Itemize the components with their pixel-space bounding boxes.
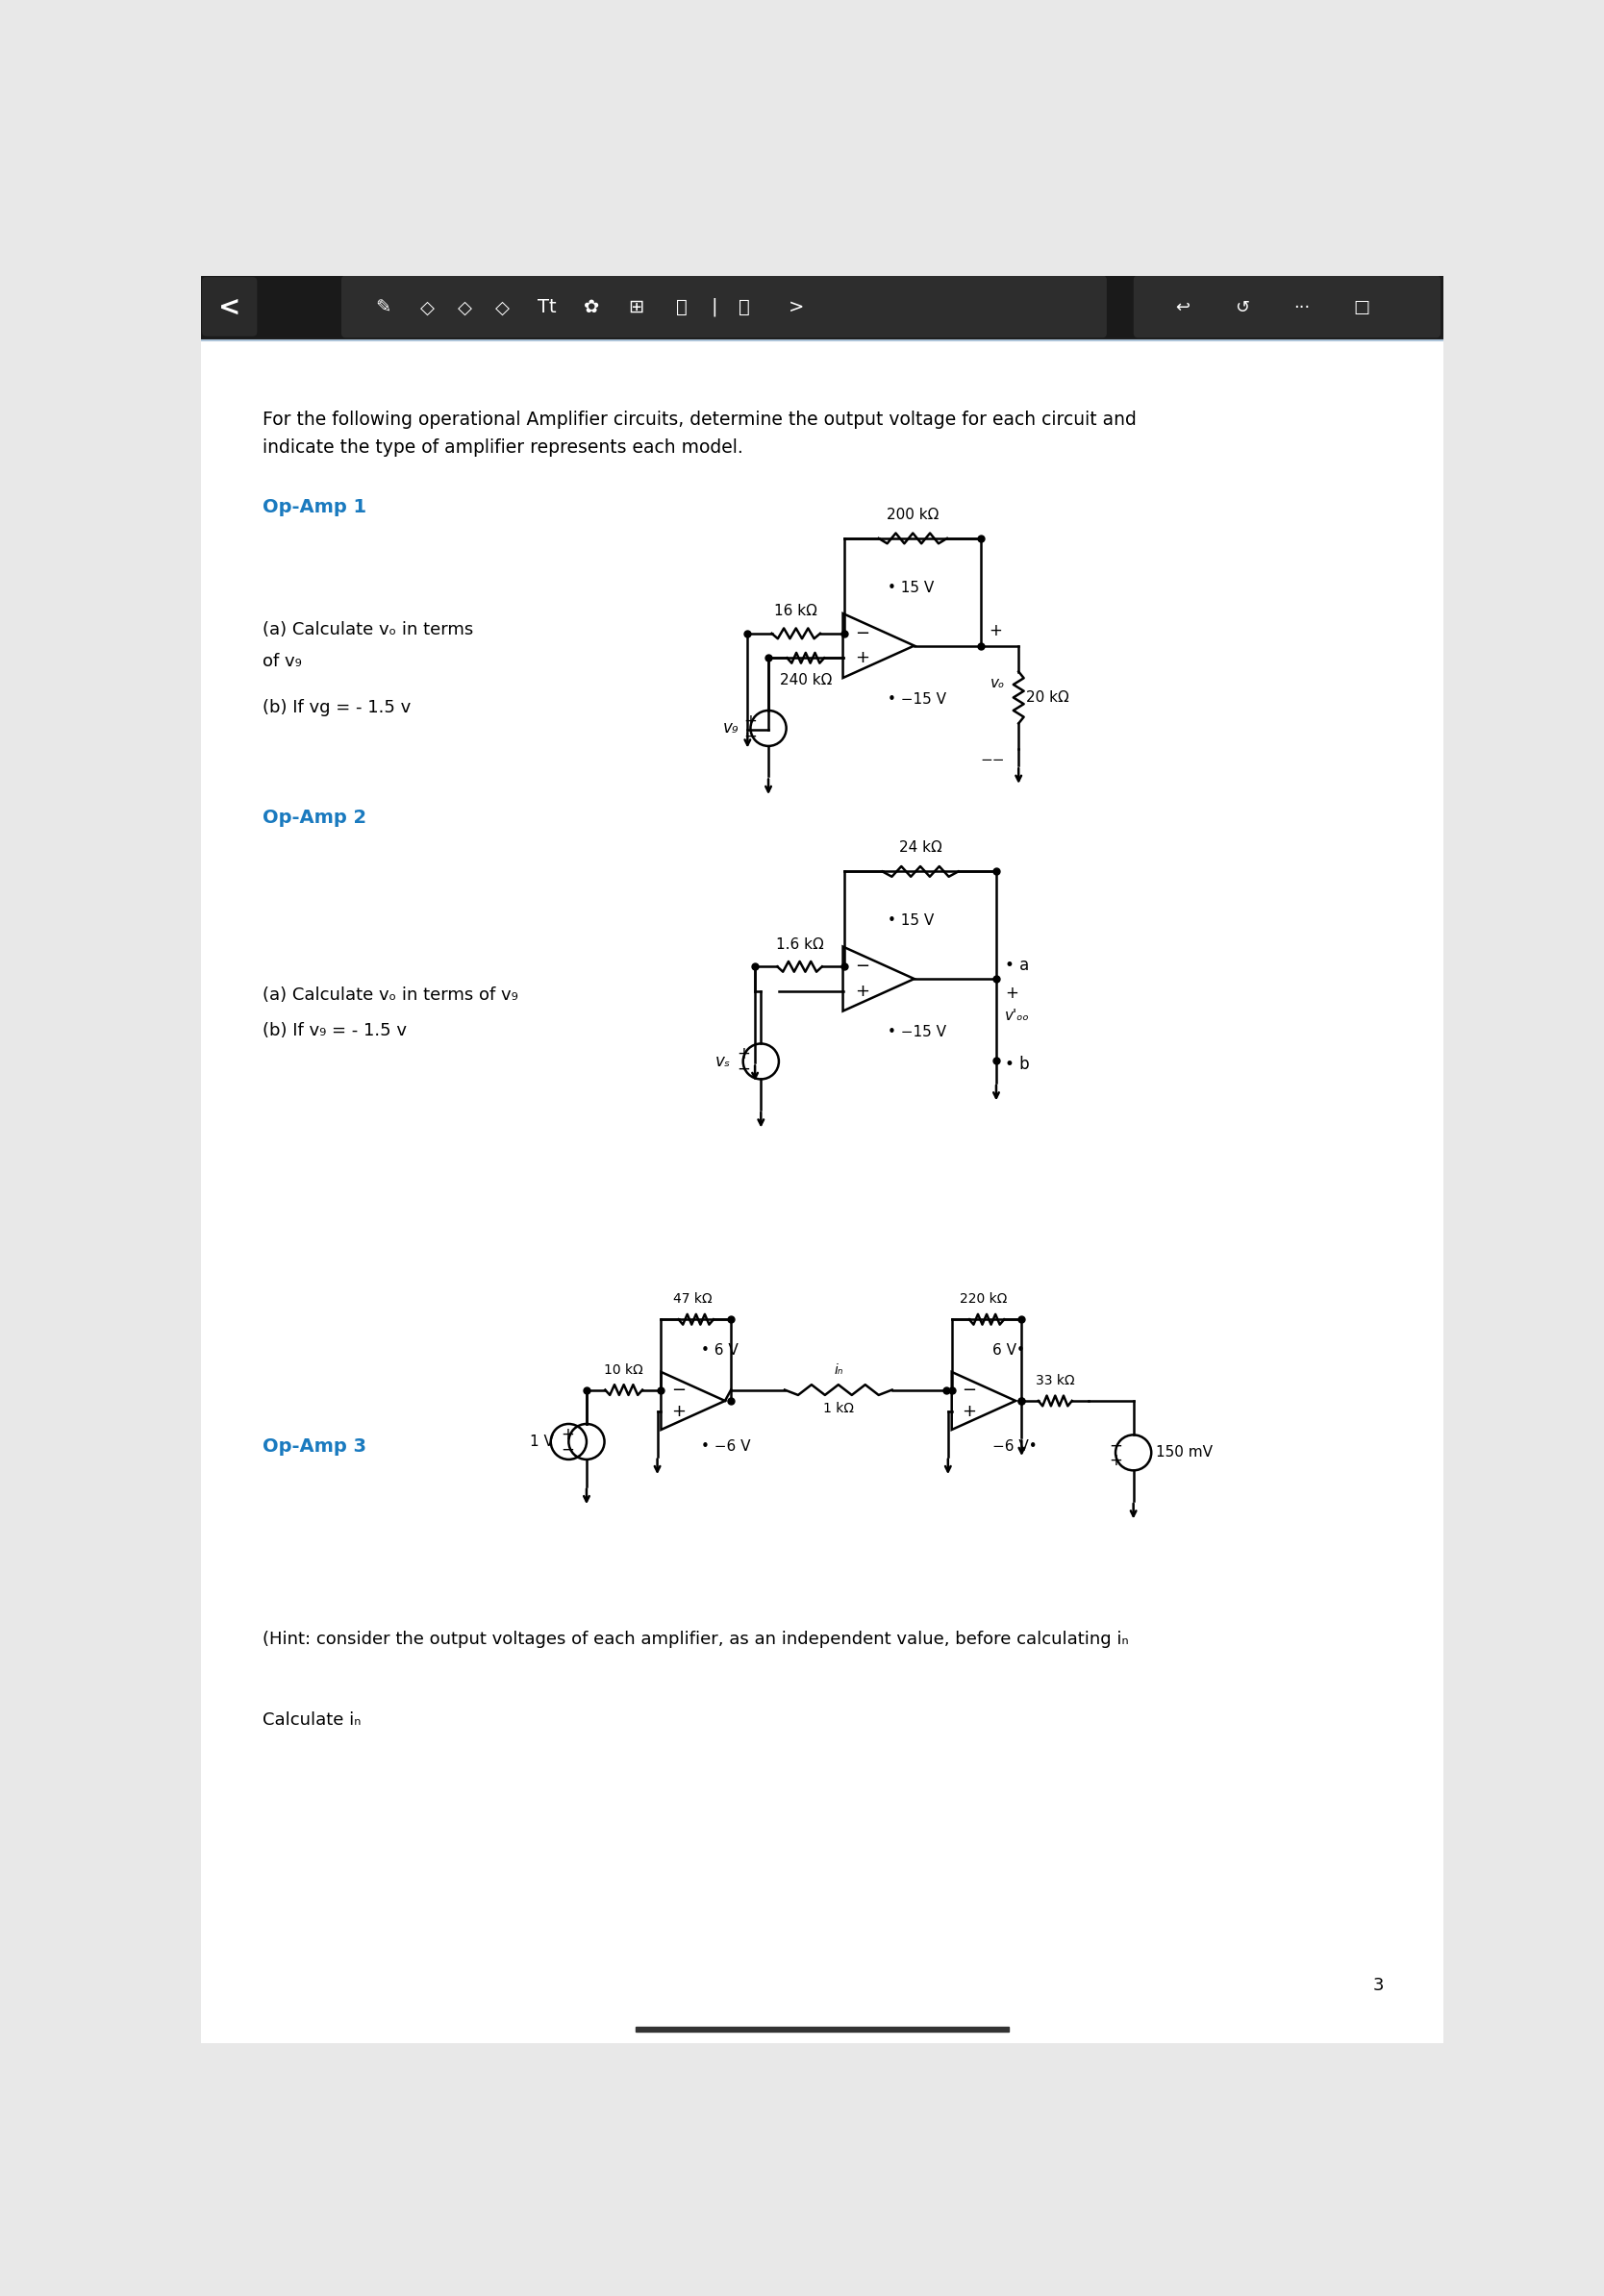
- Text: 20 kΩ: 20 kΩ: [1027, 691, 1068, 705]
- Text: For the following operational Amplifier circuits, determine the output voltage f: For the following operational Amplifier …: [263, 411, 1136, 429]
- Text: Op-Amp 1: Op-Amp 1: [263, 498, 366, 517]
- Text: indicate the type of amplifier represents each model.: indicate the type of amplifier represent…: [263, 439, 743, 457]
- FancyBboxPatch shape: [1134, 276, 1440, 338]
- Text: ↩: ↩: [1176, 298, 1190, 317]
- Text: +: +: [1108, 1451, 1123, 1469]
- Text: Calculate iₙ: Calculate iₙ: [263, 1713, 361, 1729]
- FancyBboxPatch shape: [342, 276, 1107, 338]
- Text: • 15 V: • 15 V: [887, 581, 934, 595]
- Text: Tt: Tt: [537, 298, 557, 317]
- Text: 16 kΩ: 16 kΩ: [775, 604, 818, 618]
- Text: Op-Amp 3: Op-Amp 3: [263, 1437, 366, 1456]
- Text: ◇: ◇: [457, 298, 472, 317]
- Text: • −15 V: • −15 V: [887, 1024, 946, 1040]
- Text: • b: • b: [1006, 1056, 1030, 1072]
- Text: +: +: [988, 622, 1002, 641]
- Text: 10 kΩ: 10 kΩ: [605, 1364, 643, 1378]
- Text: |: |: [712, 298, 719, 317]
- Text: 3: 3: [1373, 1977, 1384, 1995]
- Text: • a: • a: [1006, 957, 1030, 974]
- Text: (a) Calculate vₒ in terms: (a) Calculate vₒ in terms: [263, 622, 473, 638]
- Text: −: −: [855, 957, 869, 976]
- Text: +: +: [1006, 985, 1019, 1003]
- Text: −: −: [736, 1061, 749, 1077]
- Text: • −15 V: • −15 V: [887, 691, 946, 707]
- Text: +: +: [736, 1045, 749, 1063]
- Text: ✎: ✎: [375, 298, 391, 317]
- FancyBboxPatch shape: [202, 278, 257, 335]
- Text: 1.6 kΩ: 1.6 kΩ: [776, 937, 823, 953]
- Text: −: −: [1108, 1437, 1123, 1453]
- Text: −: −: [560, 1440, 574, 1458]
- Text: v₉: v₉: [723, 719, 738, 737]
- Text: 47 kΩ: 47 kΩ: [674, 1293, 712, 1306]
- Text: ✿: ✿: [584, 298, 600, 317]
- Text: 🎤: 🎤: [675, 298, 687, 317]
- Text: 220 kΩ: 220 kΩ: [959, 1293, 1007, 1306]
- Text: 1 kΩ: 1 kΩ: [823, 1401, 853, 1414]
- Text: ◇: ◇: [420, 298, 435, 317]
- Text: (b) If v₉ = - 1.5 v: (b) If v₉ = - 1.5 v: [263, 1022, 406, 1040]
- Text: −: −: [670, 1382, 687, 1398]
- Text: +: +: [744, 712, 757, 730]
- Text: v'ₒₒ: v'ₒₒ: [1006, 1008, 1030, 1024]
- Text: (Hint: consider the output voltages of each amplifier, as an independent value, : (Hint: consider the output voltages of e…: [263, 1630, 1129, 1649]
- Text: <: <: [218, 294, 241, 321]
- Text: −−: −−: [980, 753, 1004, 767]
- Text: +: +: [560, 1426, 574, 1442]
- Text: 1 V: 1 V: [529, 1435, 553, 1449]
- Text: +: +: [855, 983, 869, 999]
- Text: +: +: [962, 1403, 977, 1421]
- Text: vₒ: vₒ: [991, 675, 1006, 689]
- Text: −: −: [855, 625, 869, 643]
- Text: −: −: [962, 1382, 977, 1398]
- Text: (a) Calculate vₒ in terms of v₉: (a) Calculate vₒ in terms of v₉: [263, 987, 518, 1003]
- Text: 24 kΩ: 24 kΩ: [898, 840, 942, 854]
- Text: +: +: [672, 1403, 687, 1421]
- Text: 6 V•: 6 V•: [991, 1343, 1025, 1357]
- Text: • −6 V: • −6 V: [701, 1440, 751, 1453]
- Text: • 15 V: • 15 V: [887, 914, 934, 928]
- Text: of v₉: of v₉: [263, 652, 302, 670]
- Text: 150 mV: 150 mV: [1156, 1446, 1213, 1460]
- Text: iₙ: iₙ: [834, 1364, 842, 1378]
- Text: vₛ: vₛ: [715, 1054, 731, 1070]
- Bar: [200, 276, 1444, 338]
- Text: 33 kΩ: 33 kΩ: [1036, 1373, 1075, 1387]
- Text: • 6 V: • 6 V: [701, 1343, 738, 1357]
- Text: Op-Amp 2: Op-Amp 2: [263, 808, 366, 827]
- Text: 240 kΩ: 240 kΩ: [780, 673, 832, 687]
- Text: 200 kΩ: 200 kΩ: [887, 507, 938, 521]
- Text: ⊞: ⊞: [629, 298, 645, 317]
- Bar: [635, 2027, 1009, 2032]
- Text: ↺: ↺: [1235, 298, 1250, 317]
- Text: □: □: [1354, 298, 1370, 317]
- Text: (b) If vg = - 1.5 v: (b) If vg = - 1.5 v: [263, 698, 411, 716]
- Text: 🎤: 🎤: [739, 298, 751, 317]
- Text: +: +: [855, 650, 869, 666]
- Text: >: >: [789, 298, 805, 317]
- Text: ···: ···: [1294, 298, 1310, 317]
- Text: −6 V•: −6 V•: [991, 1440, 1036, 1453]
- Text: ◇: ◇: [496, 298, 510, 317]
- Text: −: −: [744, 728, 757, 744]
